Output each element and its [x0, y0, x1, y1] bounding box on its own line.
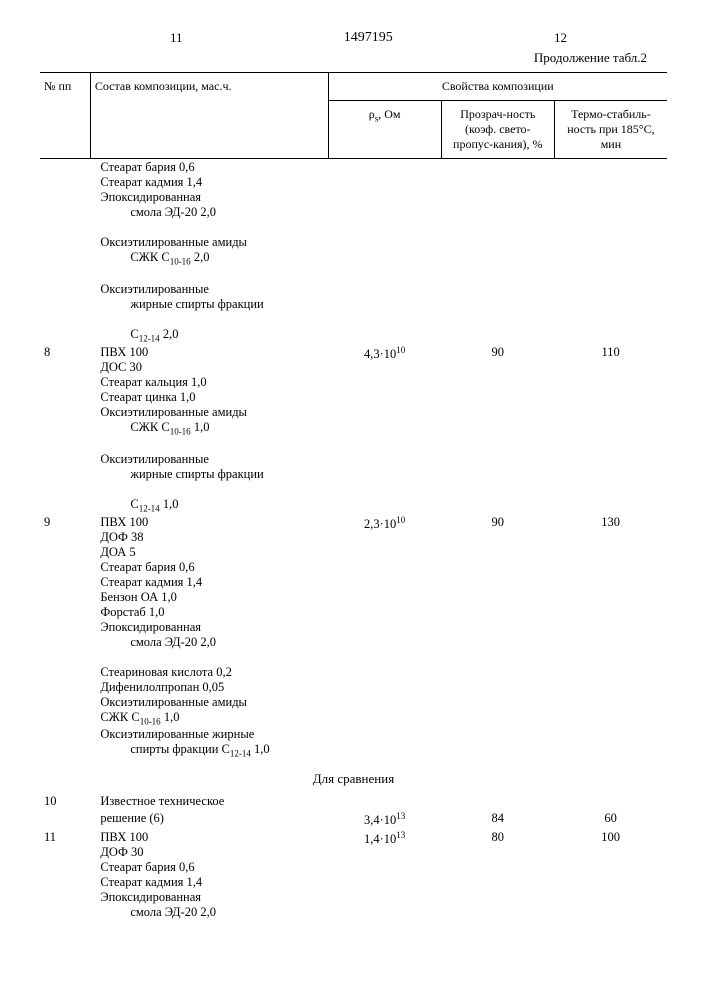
- comp-line: Оксиэтилированные амиды: [100, 235, 247, 249]
- row-transp: [441, 159, 554, 345]
- row-transp: 90: [441, 514, 554, 759]
- row-thermo: 130: [554, 514, 667, 759]
- row-num: 11: [40, 829, 90, 921]
- comp-line: Оксиэтилированные: [100, 452, 209, 466]
- comp-line: С12-14 2,0: [100, 327, 324, 344]
- comp-line: Стеариновая кислота 0,2: [100, 665, 231, 679]
- comp-line: Бензон ОА 1,0: [100, 590, 177, 604]
- table-row: 8 ПВХ 100ДОС 30Стеарат кальция 1,0Стеара…: [40, 344, 667, 514]
- comp-line: Эпоксидированная: [100, 890, 201, 904]
- comp-line: Оксиэтилированные: [100, 282, 209, 296]
- comp-line: ПВХ 100: [100, 345, 148, 359]
- comp-line: Эпоксидированная: [100, 190, 201, 204]
- table-row: решение (6) 3,4·1013 84 60: [40, 810, 667, 829]
- comp-line: Стеарат кадмия 1,4: [100, 875, 202, 889]
- comp-line: Оксиэтилированные жирные: [100, 727, 254, 741]
- row-thermo: [554, 159, 667, 345]
- comp-line: ДОС 30: [100, 360, 142, 374]
- row-num: [40, 159, 90, 345]
- row-comp: ПВХ 100ДОФ 30Стеарат бария 0,6Стеарат ка…: [90, 829, 328, 921]
- row-comp: ПВХ 100ДОС 30Стеарат кальция 1,0Стеарат …: [90, 344, 328, 514]
- row-rho: [328, 159, 441, 345]
- comp-line: Стеарат кадмия 1,4: [100, 575, 202, 589]
- row-rho: 1,4·1013: [328, 829, 441, 921]
- table-row: 11 ПВХ 100ДОФ 30Стеарат бария 0,6Стеарат…: [40, 829, 667, 921]
- comp-line: Дифенилолпропан 0,05: [100, 680, 224, 694]
- page-num-right: 12: [554, 30, 567, 46]
- table-row: 10 Известное техническое: [40, 793, 667, 810]
- comp-line: Форстаб 1,0: [100, 605, 164, 619]
- comp-line: Эпоксидированная: [100, 620, 201, 634]
- th-props: Свойства композиции: [328, 73, 667, 101]
- comp-line: ПВХ 100: [100, 830, 148, 844]
- table-row: Стеарат бария 0,6Стеарат кадмия 1,4Эпокс…: [40, 159, 667, 345]
- row-thermo: 100: [554, 829, 667, 921]
- comp-line: Стеарат кадмия 1,4: [100, 175, 202, 189]
- comp-line: СЖК С10-16 2,0: [100, 250, 324, 267]
- page-num-left: 11: [170, 30, 183, 46]
- comp-line: смола ЭД-20 2,0: [100, 205, 324, 220]
- table-row: 9 ПВХ 100ДОФ 38ДОА 5Стеарат бария 0,6Сте…: [40, 514, 667, 759]
- comp-line: жирные спирты фракции: [100, 297, 324, 312]
- comp-line: ДОФ 30: [100, 845, 143, 859]
- doc-number: 1497195: [344, 30, 393, 46]
- page-header: 11 1497195 12: [40, 30, 667, 46]
- comp-line: Стеарат бария 0,6: [100, 160, 194, 174]
- row-rho: 2,3·1010: [328, 514, 441, 759]
- row-comp: Известное техническое: [90, 793, 328, 810]
- row-num: 8: [40, 344, 90, 514]
- row-comp: Стеарат бария 0,6Стеарат кадмия 1,4Эпокс…: [90, 159, 328, 345]
- th-transp: Прозрач-ность (коэф. свето-пропус-кания)…: [441, 101, 554, 159]
- row-rho: 4,3·1010: [328, 344, 441, 514]
- row-transp: 90: [441, 344, 554, 514]
- comp-line: Стеарат кальция 1,0: [100, 375, 206, 389]
- comp-line: Стеарат бария 0,6: [100, 860, 194, 874]
- comparison-title: Для сравнения: [40, 759, 667, 793]
- comp-line: ДОА 5: [100, 545, 135, 559]
- row-comp: решение (6): [90, 810, 328, 829]
- comp-line: Оксиэтилированные амиды: [100, 695, 247, 709]
- row-transp: 80: [441, 829, 554, 921]
- row-transp: 84: [441, 810, 554, 829]
- th-comp: Состав композиции, мас.ч.: [90, 73, 328, 159]
- row-thermo: 60: [554, 810, 667, 829]
- comp-line: Стеарат цинка 1,0: [100, 390, 195, 404]
- row-thermo: 110: [554, 344, 667, 514]
- comp-line: смола ЭД-20 2,0: [100, 905, 324, 920]
- comp-line: ДОФ 38: [100, 530, 143, 544]
- comp-line: Стеарат бария 0,6: [100, 560, 194, 574]
- th-rho: ρs, Ом: [328, 101, 441, 159]
- comp-line: ПВХ 100: [100, 515, 148, 529]
- comp-line: спирты фракции С12-14 1,0: [100, 742, 324, 759]
- th-num: № пп: [40, 73, 90, 159]
- comp-line: С12-14 1,0: [100, 497, 324, 514]
- row-num: 9: [40, 514, 90, 759]
- comp-line: Оксиэтилированные амиды: [100, 405, 247, 419]
- continuation-label: Продолжение табл.2: [40, 50, 647, 66]
- th-thermo: Термо-стабиль-ность при 185°С, мин: [554, 101, 667, 159]
- composition-table: № пп Состав композиции, мас.ч. Свойства …: [40, 72, 667, 921]
- comp-line: смола ЭД-20 2,0: [100, 635, 324, 650]
- comp-line: СЖК С10-16 1,0: [100, 420, 324, 437]
- row-num: 10: [40, 793, 90, 810]
- row-rho: 3,4·1013: [328, 810, 441, 829]
- row-comp: ПВХ 100ДОФ 38ДОА 5Стеарат бария 0,6Стеар…: [90, 514, 328, 759]
- comp-line: жирные спирты фракции: [100, 467, 324, 482]
- comp-line: СЖК С10-16 1,0: [100, 710, 179, 724]
